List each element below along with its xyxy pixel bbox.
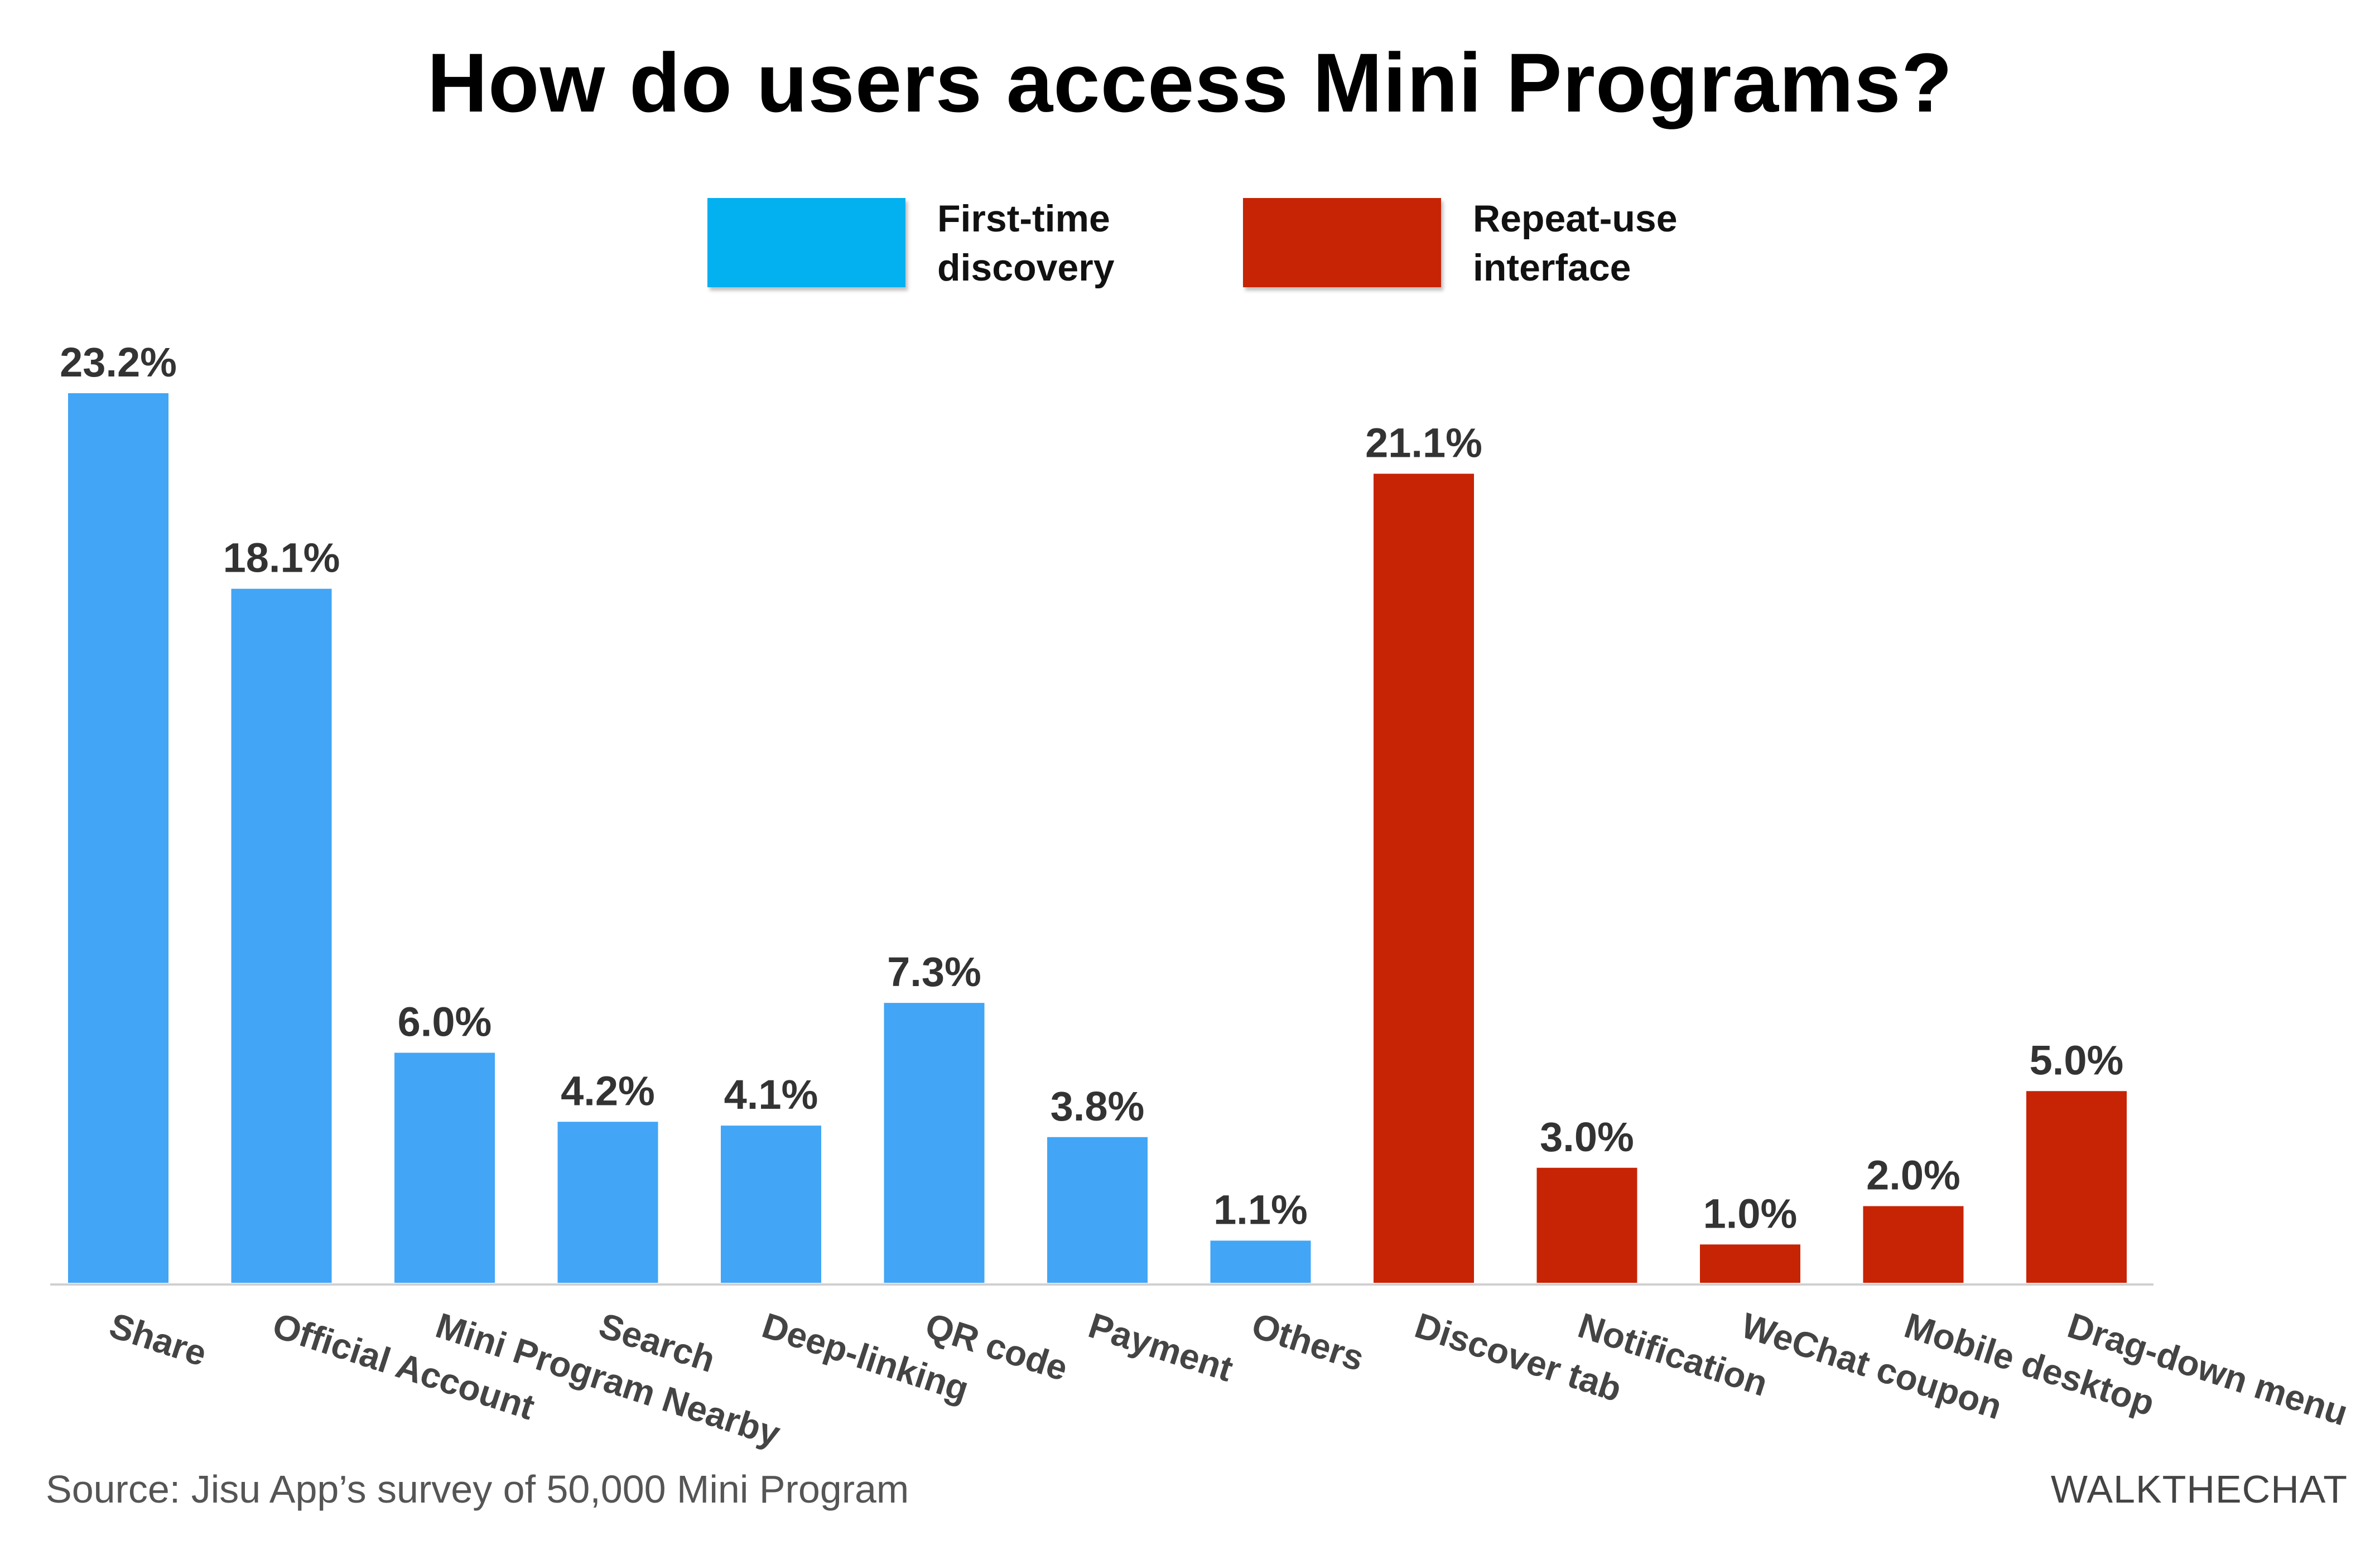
category-label: Payment bbox=[1084, 1305, 1238, 1389]
value-label: 1.1% bbox=[1213, 1186, 1308, 1233]
chart-title: How do users access Mini Programs? bbox=[427, 36, 1953, 129]
source-note: Source: Jisu App’s survey of 50,000 Mini… bbox=[46, 1467, 909, 1511]
bar-payment bbox=[1047, 1137, 1148, 1283]
legend-label-first-time: First-time discovery bbox=[937, 197, 1115, 289]
category-label: Share bbox=[105, 1305, 211, 1374]
bar-qr-code bbox=[884, 1003, 985, 1283]
value-label: 4.1% bbox=[724, 1071, 818, 1118]
brand-label: WALKTHECHAT bbox=[2050, 1467, 2348, 1511]
legend-swatch-repeat-use bbox=[1243, 198, 1441, 287]
value-label: 6.0% bbox=[398, 999, 492, 1045]
value-label: 3.8% bbox=[1051, 1083, 1145, 1129]
bar-search bbox=[557, 1122, 658, 1283]
bar-notification bbox=[1536, 1167, 1637, 1283]
bar-deep-linking bbox=[721, 1126, 821, 1283]
bar-official-account bbox=[231, 588, 332, 1283]
legend-label-repeat-use: Repeat-use interface bbox=[1473, 197, 1678, 289]
value-label: 18.1% bbox=[223, 535, 340, 581]
value-label: 5.0% bbox=[2030, 1037, 2124, 1083]
bar-wechat-coupon bbox=[1700, 1244, 1800, 1283]
bar-discover-tab bbox=[1374, 474, 1474, 1283]
bar-mobile-desktop bbox=[1863, 1206, 1964, 1283]
bar-mini-program-nearby bbox=[394, 1052, 495, 1283]
value-label: 23.2% bbox=[60, 339, 177, 385]
legend-swatch-first-time bbox=[707, 198, 905, 287]
value-label: 4.2% bbox=[561, 1068, 655, 1114]
category-label: Others bbox=[1247, 1305, 1369, 1379]
value-label: 2.0% bbox=[1866, 1152, 1960, 1199]
bar-others bbox=[1210, 1240, 1311, 1283]
value-label: 3.0% bbox=[1540, 1114, 1634, 1160]
value-label: 1.0% bbox=[1703, 1190, 1798, 1237]
bar-drag-down-menu bbox=[2026, 1091, 2127, 1283]
value-label: 7.3% bbox=[887, 949, 981, 995]
value-label: 21.1% bbox=[1365, 419, 1482, 466]
bar-share bbox=[68, 393, 168, 1283]
